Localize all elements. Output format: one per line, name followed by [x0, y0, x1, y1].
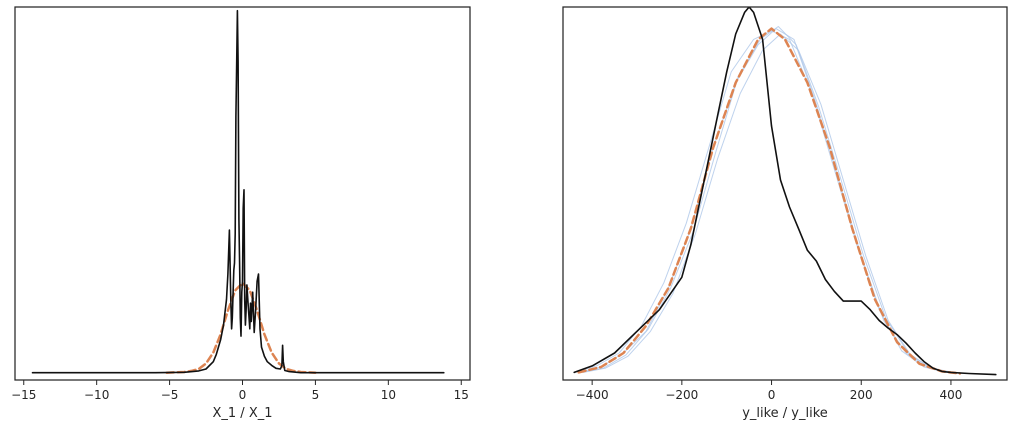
x-tick-label: 200: [850, 388, 873, 402]
posterior-predictive-draw-line: [582, 33, 956, 374]
x-tick-label: −15: [11, 388, 36, 402]
x-tick-label: 5: [312, 388, 320, 402]
posterior-predictive-draw-line: [573, 30, 947, 373]
posterior-predictive-draw-line: [580, 26, 954, 373]
x-tick-label: 400: [939, 388, 962, 402]
observed-line: [31, 9, 445, 374]
posterior-predictive-draw-line: [578, 28, 952, 373]
chart-panel-x1: −15 −10 −5 0 5 10 15 X_1 / X_1: [11, 6, 471, 421]
axes-frame: [562, 6, 1008, 381]
x-tick-label: −5: [161, 388, 179, 402]
axes-frame: [14, 6, 471, 381]
x-tick-label: −10: [84, 388, 109, 402]
x-tick-label: −400: [576, 388, 609, 402]
chart-panel-y-like: −400 −200 0 200 400 y_like / y_like: [562, 6, 1008, 421]
posterior-predictive-mean-line: [577, 27, 962, 375]
x-tick-label: 0: [239, 388, 247, 402]
x-tick-label: −200: [665, 388, 698, 402]
x-axis-label: X_1 / X_1: [213, 406, 273, 421]
observed-line: [573, 7, 997, 376]
x-axis-label: y_like / y_like: [742, 406, 828, 421]
x-tick-label: 0: [768, 388, 776, 402]
x-tick-label: 15: [454, 388, 469, 402]
x-tick-label: 10: [381, 388, 396, 402]
